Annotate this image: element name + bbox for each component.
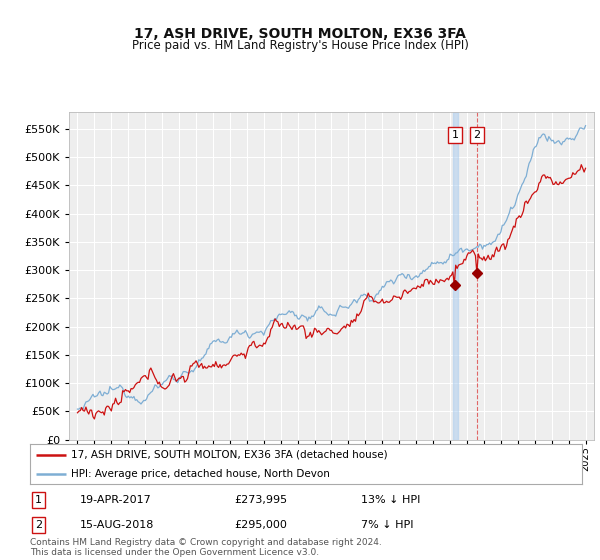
Text: 2: 2: [473, 130, 481, 140]
Text: 19-APR-2017: 19-APR-2017: [80, 495, 151, 505]
Text: Price paid vs. HM Land Registry's House Price Index (HPI): Price paid vs. HM Land Registry's House …: [131, 39, 469, 53]
Text: 13% ↓ HPI: 13% ↓ HPI: [361, 495, 421, 505]
Text: 7% ↓ HPI: 7% ↓ HPI: [361, 520, 414, 530]
Bar: [452, 112, 458, 440]
Text: £295,000: £295,000: [234, 520, 287, 530]
Text: 15-AUG-2018: 15-AUG-2018: [80, 520, 154, 530]
Text: 17, ASH DRIVE, SOUTH MOLTON, EX36 3FA (detached house): 17, ASH DRIVE, SOUTH MOLTON, EX36 3FA (d…: [71, 450, 388, 460]
Text: HPI: Average price, detached house, North Devon: HPI: Average price, detached house, Nort…: [71, 469, 330, 479]
Text: 17, ASH DRIVE, SOUTH MOLTON, EX36 3FA: 17, ASH DRIVE, SOUTH MOLTON, EX36 3FA: [134, 27, 466, 41]
Text: 1: 1: [452, 130, 458, 140]
Text: £273,995: £273,995: [234, 495, 287, 505]
Text: 2: 2: [35, 520, 42, 530]
Text: Contains HM Land Registry data © Crown copyright and database right 2024.
This d: Contains HM Land Registry data © Crown c…: [30, 538, 382, 557]
Text: 1: 1: [35, 495, 42, 505]
